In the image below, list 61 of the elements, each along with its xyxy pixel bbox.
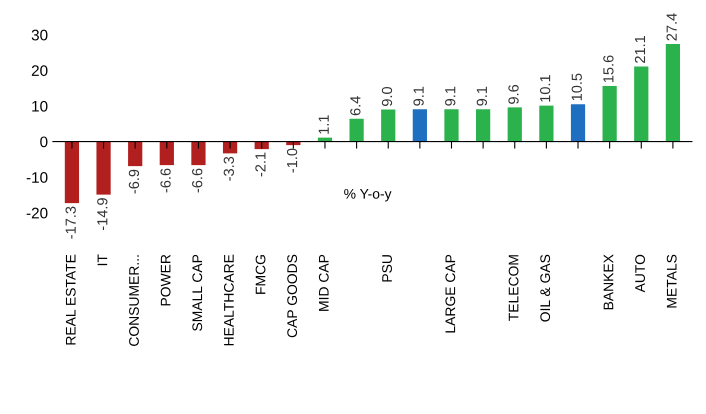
data-label: -1.0 [286,148,298,172]
bar [349,118,364,142]
annotation: % Y-o-y [344,188,392,202]
data-label: 1.1 [318,115,329,134]
data-label: -14.9 [97,198,108,230]
data-label: 9.1 [413,86,424,106]
x-tick-label: TELECOM [508,255,518,321]
y-tick-label: 20 [32,65,48,76]
data-label: -6.6 [160,168,171,192]
y-tick-label: 0 [40,136,48,148]
x-tick-label: FMCG [256,255,266,294]
x-tick-label: BANKEX [604,254,614,310]
bar [254,142,269,150]
data-label: -3.3 [224,156,234,181]
bar [96,142,111,195]
data-label: 10.1 [540,75,550,102]
data-label: -6.6 [192,168,202,192]
bar [381,110,396,142]
data-label: 9.1 [445,86,456,106]
data-label: 9.0 [382,86,392,106]
x-tick-label: AUTO [635,254,645,292]
bar [191,142,206,166]
data-label: -2.1 [255,152,266,176]
x-tick-label: LARGE CAP [445,254,456,332]
x-tick-label: MID CAP [318,254,329,311]
x-tick-label: IT [98,254,108,266]
data-label: 10.5 [572,74,582,100]
bar [412,109,427,142]
bar [64,142,80,204]
data-label: 9.1 [476,86,488,106]
x-tick-label: REAL ESTATE [66,254,76,345]
bar [666,44,680,142]
bar [508,107,522,142]
x-tick-label: PSU [382,255,392,282]
y-tick-label: -10 [26,172,48,183]
bar [444,109,459,142]
y-tick-label: 10 [32,100,48,112]
bar [222,142,238,154]
x-tick-label: CONSUMER... [129,255,139,346]
bar [634,66,648,142]
bar [602,86,617,142]
x-tick-label: POWER [160,254,171,306]
data-label: 21.1 [634,36,646,63]
data-label: -17.3 [66,206,76,239]
bar [160,142,174,166]
bar [128,142,142,166]
data-label: 6.4 [350,96,361,116]
x-tick-label: CAP GOODS [287,254,298,338]
x-tick-label: HEALTHCARE [224,254,234,346]
y-tick-label: -20 [26,208,48,218]
x-tick-label: METALS [666,254,677,308]
x-tick-label: SMALL CAP [192,254,202,331]
data-label: 27.4 [666,13,677,40]
x-tick-label: OIL & GAS [540,254,550,322]
y-tick-label: 30 [32,30,48,40]
bar [570,104,586,142]
bar [476,109,490,142]
bar [539,106,554,142]
data-label: 15.6 [603,55,614,82]
data-label: 9.6 [508,84,519,104]
data-label: -6.9 [128,170,140,194]
